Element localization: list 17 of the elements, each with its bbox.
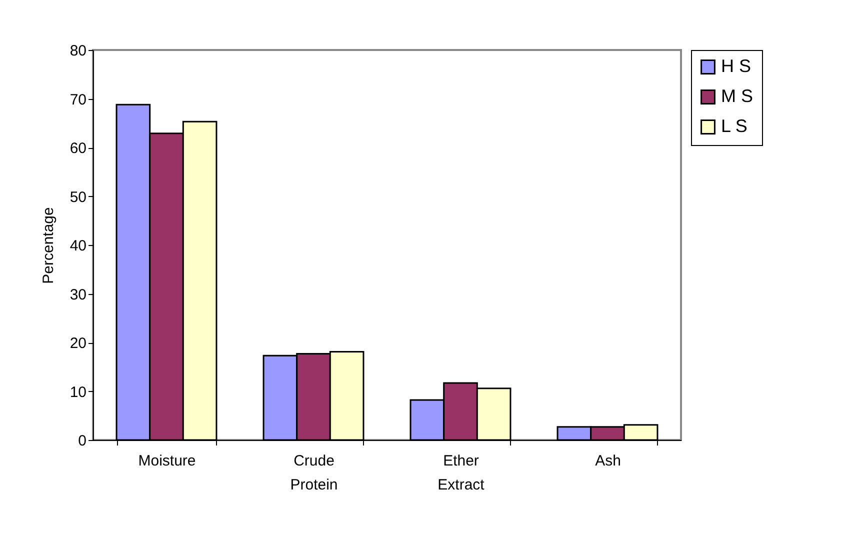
y-tick-label: 20 [70, 335, 86, 352]
x-tick-label: Ash [595, 452, 621, 470]
x-tick-label: Ether Extract [438, 452, 486, 494]
legend-label: L S [721, 116, 748, 136]
y-tick-label: 80 [70, 42, 86, 60]
y-tick-label: 60 [70, 140, 86, 157]
y-tick-label: 10 [70, 384, 86, 401]
y-tick-label: 30 [70, 286, 86, 304]
x-tick-label: Crude Protein [290, 452, 338, 494]
y-axis-title: Percentage [40, 207, 57, 284]
y-tick-label: 0 [78, 432, 86, 450]
legend-label: M S [721, 86, 754, 106]
legend-label: H S [721, 56, 752, 76]
y-tick-label: 40 [70, 238, 86, 254]
x-tick-label: Moisture [138, 452, 196, 470]
y-tick-label: 50 [70, 188, 86, 206]
y-tick-label: 70 [70, 91, 86, 108]
